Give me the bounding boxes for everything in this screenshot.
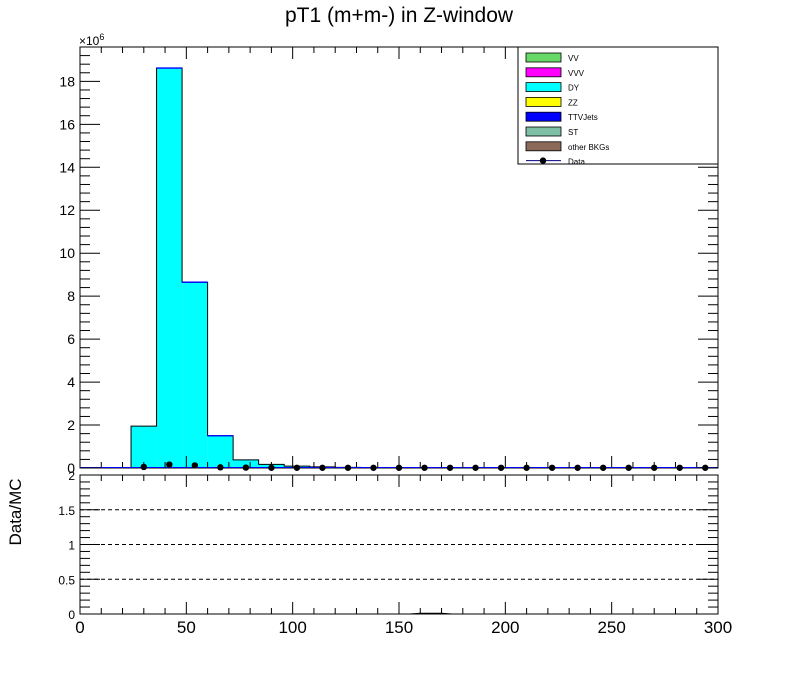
histogram-bar: [156, 68, 183, 469]
ratio-y-tick-label: 1.5: [58, 504, 75, 518]
legend-swatch: [525, 141, 562, 152]
ratio-y-axis-label: Data/MC: [6, 478, 25, 545]
data-point: [625, 464, 632, 471]
legend-label: TTVJets: [568, 113, 598, 122]
legend-label: VVV: [568, 69, 585, 78]
histogram-bar: [131, 426, 157, 468]
ratio-axis-ticks: 0 0.5 1 1.5 2 0 50 100 150 200 250 300: [58, 469, 732, 637]
x-tick-label: 150: [385, 618, 413, 637]
data-point: [370, 464, 377, 471]
legend-swatch: [525, 126, 562, 137]
y-multiplier: ×106: [79, 32, 104, 48]
ratio-y-tick-label: 0: [68, 608, 75, 622]
x-tick-label: 250: [597, 618, 625, 637]
x-tick-label: 100: [278, 618, 306, 637]
legend-swatch: [525, 111, 562, 122]
data-point: [421, 464, 428, 471]
data-point: [268, 464, 275, 471]
ratio-y-tick-label: 1: [68, 539, 75, 553]
y-tick-label: 12: [59, 202, 75, 218]
data-point: [191, 462, 199, 469]
y-tick-label: 8: [67, 288, 75, 304]
y-tick-label: 10: [59, 245, 75, 261]
data-point: [702, 464, 709, 471]
data-point: [140, 463, 147, 471]
legend-label: VV: [568, 54, 579, 63]
ratio-y-tick-label: 2: [68, 469, 75, 483]
data-point: [446, 464, 454, 471]
legend-swatch: [525, 97, 562, 107]
legend-swatch: [525, 52, 562, 63]
y-tick-label: 4: [67, 374, 75, 390]
data-point: [242, 464, 250, 471]
y-tick-label: 16: [59, 116, 75, 132]
ratio-reference-lines: [80, 509, 718, 580]
data-points: [140, 461, 709, 471]
data-point: [574, 464, 581, 471]
data-point: [217, 464, 224, 471]
y-tick-label: 14: [59, 159, 75, 175]
x-tick-label: 50: [177, 618, 196, 637]
histogram-bar: [233, 459, 259, 468]
legend-label: ST: [568, 128, 578, 137]
x-tick-label: 0: [75, 618, 84, 637]
legend-swatch: [525, 67, 562, 78]
data-point: [166, 461, 173, 468]
chart-title: pT1 (m+m-) in Z-window: [285, 4, 514, 27]
data-point: [523, 464, 530, 471]
data-point: [472, 464, 479, 471]
data-point: [395, 464, 403, 471]
x-tick-label: 300: [704, 618, 732, 637]
y-tick-label: 0: [67, 460, 75, 476]
x-tick-label: 200: [491, 618, 519, 637]
legend-label: ZZ: [568, 98, 578, 107]
data-point: [651, 464, 658, 471]
ratio-series-line: [409, 612, 453, 615]
legend-label: Data: [568, 158, 585, 167]
histogram-bar: [182, 282, 208, 468]
data-point: [676, 464, 683, 471]
data-point: [497, 464, 505, 471]
legend-swatch: [525, 82, 562, 92]
data-point: [319, 464, 326, 471]
y-tick-label: 2: [67, 417, 75, 433]
data-point: [548, 464, 556, 471]
ratio-y-tick-label: 0.5: [58, 573, 75, 587]
data-point: [344, 464, 352, 471]
legend-swatch-marker: [539, 157, 547, 164]
legend-label: other BKGs: [568, 143, 609, 152]
y-tick-label: 6: [67, 331, 75, 347]
data-point: [293, 464, 301, 471]
data-point: [599, 464, 607, 471]
legend-label: DY: [568, 84, 580, 93]
ratio-series: [409, 612, 453, 615]
y-tick-label: 18: [59, 73, 75, 89]
